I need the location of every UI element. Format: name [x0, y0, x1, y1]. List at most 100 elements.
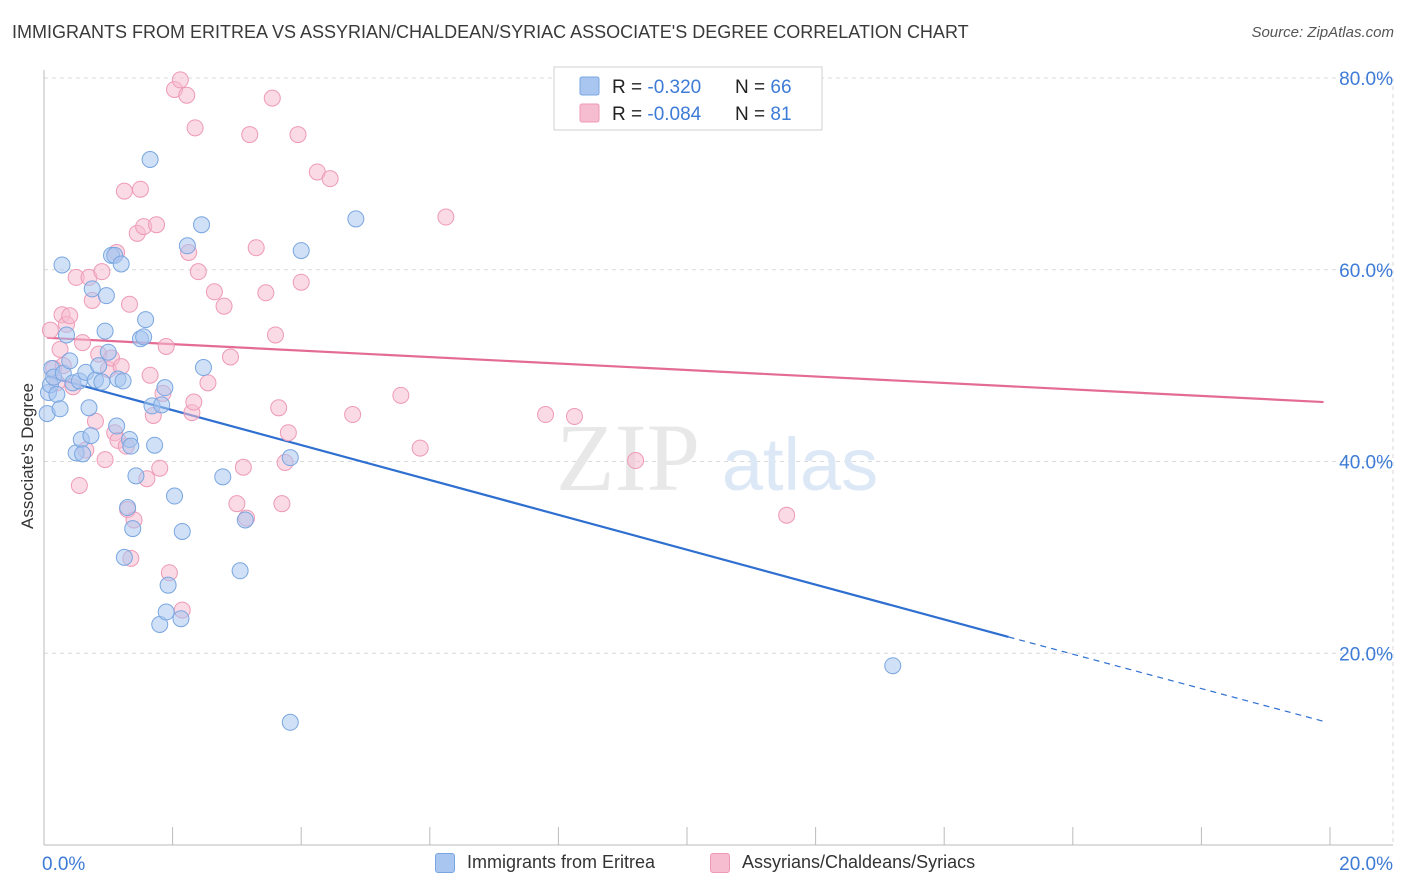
point-eritrea [90, 357, 108, 375]
point-eritrea [153, 396, 171, 414]
data-points [38, 71, 902, 731]
legend-swatch-blue [579, 76, 600, 96]
point-eritrea [141, 150, 159, 168]
point-eritrea [99, 343, 117, 361]
point-eritrea [97, 287, 115, 305]
point-assyrian [96, 451, 114, 469]
legend-swatch-pink [579, 103, 600, 123]
x-tick-label: 0.0% [42, 854, 85, 875]
point-assyrian [185, 393, 203, 411]
legend-n-label-2: N = [735, 104, 770, 125]
point-eritrea [193, 216, 211, 234]
y-tick-label: 60.0% [1339, 261, 1393, 282]
point-eritrea [166, 487, 184, 505]
point-assyrian [205, 283, 223, 301]
point-eritrea [114, 372, 132, 390]
point-assyrian [148, 216, 166, 234]
y-tick-label: 20.0% [1339, 644, 1393, 665]
point-assyrian [257, 284, 275, 302]
point-eritrea [83, 280, 101, 298]
point-assyrian [115, 182, 133, 200]
point-eritrea [157, 603, 175, 621]
series-legend: Immigrants from Eritrea Assyrians/Chalde… [0, 852, 1406, 876]
point-eritrea [884, 657, 902, 675]
point-eritrea [53, 256, 71, 274]
point-eritrea [137, 311, 155, 329]
point-eritrea [292, 242, 310, 260]
point-eritrea [146, 436, 164, 454]
point-assyrian [289, 126, 307, 144]
point-assyrian [151, 459, 169, 477]
tick-labels: 20.0% 40.0% 60.0% 80.0% 0.0% 20.0% [42, 69, 1393, 875]
svg-text:R = -0.320: R = -0.320 [612, 77, 701, 98]
point-assyrian [221, 348, 239, 366]
legend-r-value-1: -0.320 [647, 77, 701, 98]
point-eritrea [135, 328, 153, 346]
legend-item-assyrian[interactable]: Assyrians/Chaldeans/Syriacs [710, 852, 975, 873]
point-eritrea [172, 610, 190, 628]
point-eritrea [178, 237, 196, 255]
point-assyrian [189, 263, 207, 281]
point-assyrian [93, 263, 111, 281]
source-label: Source: ZipAtlas.com [1251, 24, 1394, 41]
point-eritrea [58, 326, 76, 344]
trend-line-assyrian [47, 336, 1324, 404]
point-eritrea [74, 445, 92, 463]
point-eritrea [108, 417, 126, 435]
trend-line-eritrea-extension [1008, 636, 1324, 722]
point-eritrea [122, 437, 140, 455]
point-assyrian [321, 170, 339, 188]
watermark-atlas: atlas [722, 423, 878, 506]
point-eritrea [119, 499, 137, 517]
point-eritrea [214, 468, 232, 486]
axes [43, 70, 1393, 846]
point-assyrian [627, 452, 645, 470]
point-eritrea [347, 210, 365, 228]
y-tick-label: 40.0% [1339, 453, 1393, 474]
legend-label-eritrea: Immigrants from Eritrea [467, 852, 656, 872]
trend-line-eritrea [46, 375, 1009, 639]
point-eritrea [115, 548, 133, 566]
point-eritrea [236, 511, 254, 529]
legend-item-eritrea[interactable]: Immigrants from Eritrea [435, 852, 655, 873]
point-assyrian [411, 439, 429, 457]
point-eritrea [159, 576, 177, 594]
point-assyrian [74, 334, 92, 352]
point-assyrian [157, 337, 175, 355]
point-eritrea [124, 520, 142, 538]
point-eritrea [61, 352, 79, 370]
point-eritrea [96, 322, 114, 340]
legend-box: R = -0.320 N = 66 R = -0.084 N = 81 [553, 66, 823, 131]
point-eritrea [281, 449, 299, 467]
point-assyrian [392, 386, 410, 404]
trend-lines [46, 336, 1324, 722]
point-eritrea [127, 467, 145, 485]
svg-text:R = -0.084: R = -0.084 [612, 104, 702, 125]
point-eritrea [82, 427, 100, 445]
legend-n-value-2: 81 [770, 104, 791, 125]
point-assyrian [186, 119, 204, 137]
point-eritrea [51, 400, 69, 418]
point-assyrian [131, 180, 149, 198]
y-tick-label: 80.0% [1339, 69, 1393, 90]
point-eritrea [48, 385, 66, 403]
point-assyrian [41, 321, 59, 339]
legend-swatch-eritrea [435, 852, 455, 873]
point-assyrian [537, 406, 555, 424]
point-eritrea [93, 373, 111, 391]
point-assyrian [247, 239, 265, 257]
legend-swatch-assyrian [710, 852, 730, 873]
point-assyrian [141, 366, 159, 384]
point-assyrian [215, 297, 233, 315]
legend-label-assyrian: Assyrians/Chaldeans/Syriacs [742, 852, 976, 872]
point-assyrian [565, 407, 583, 425]
point-assyrian [270, 399, 288, 417]
point-assyrian [199, 374, 217, 392]
point-assyrian [234, 458, 252, 476]
point-assyrian [344, 406, 362, 424]
point-assyrian [292, 273, 310, 291]
point-eritrea [112, 255, 130, 273]
point-assyrian [437, 208, 455, 226]
point-assyrian [178, 86, 196, 104]
point-assyrian [263, 89, 281, 107]
